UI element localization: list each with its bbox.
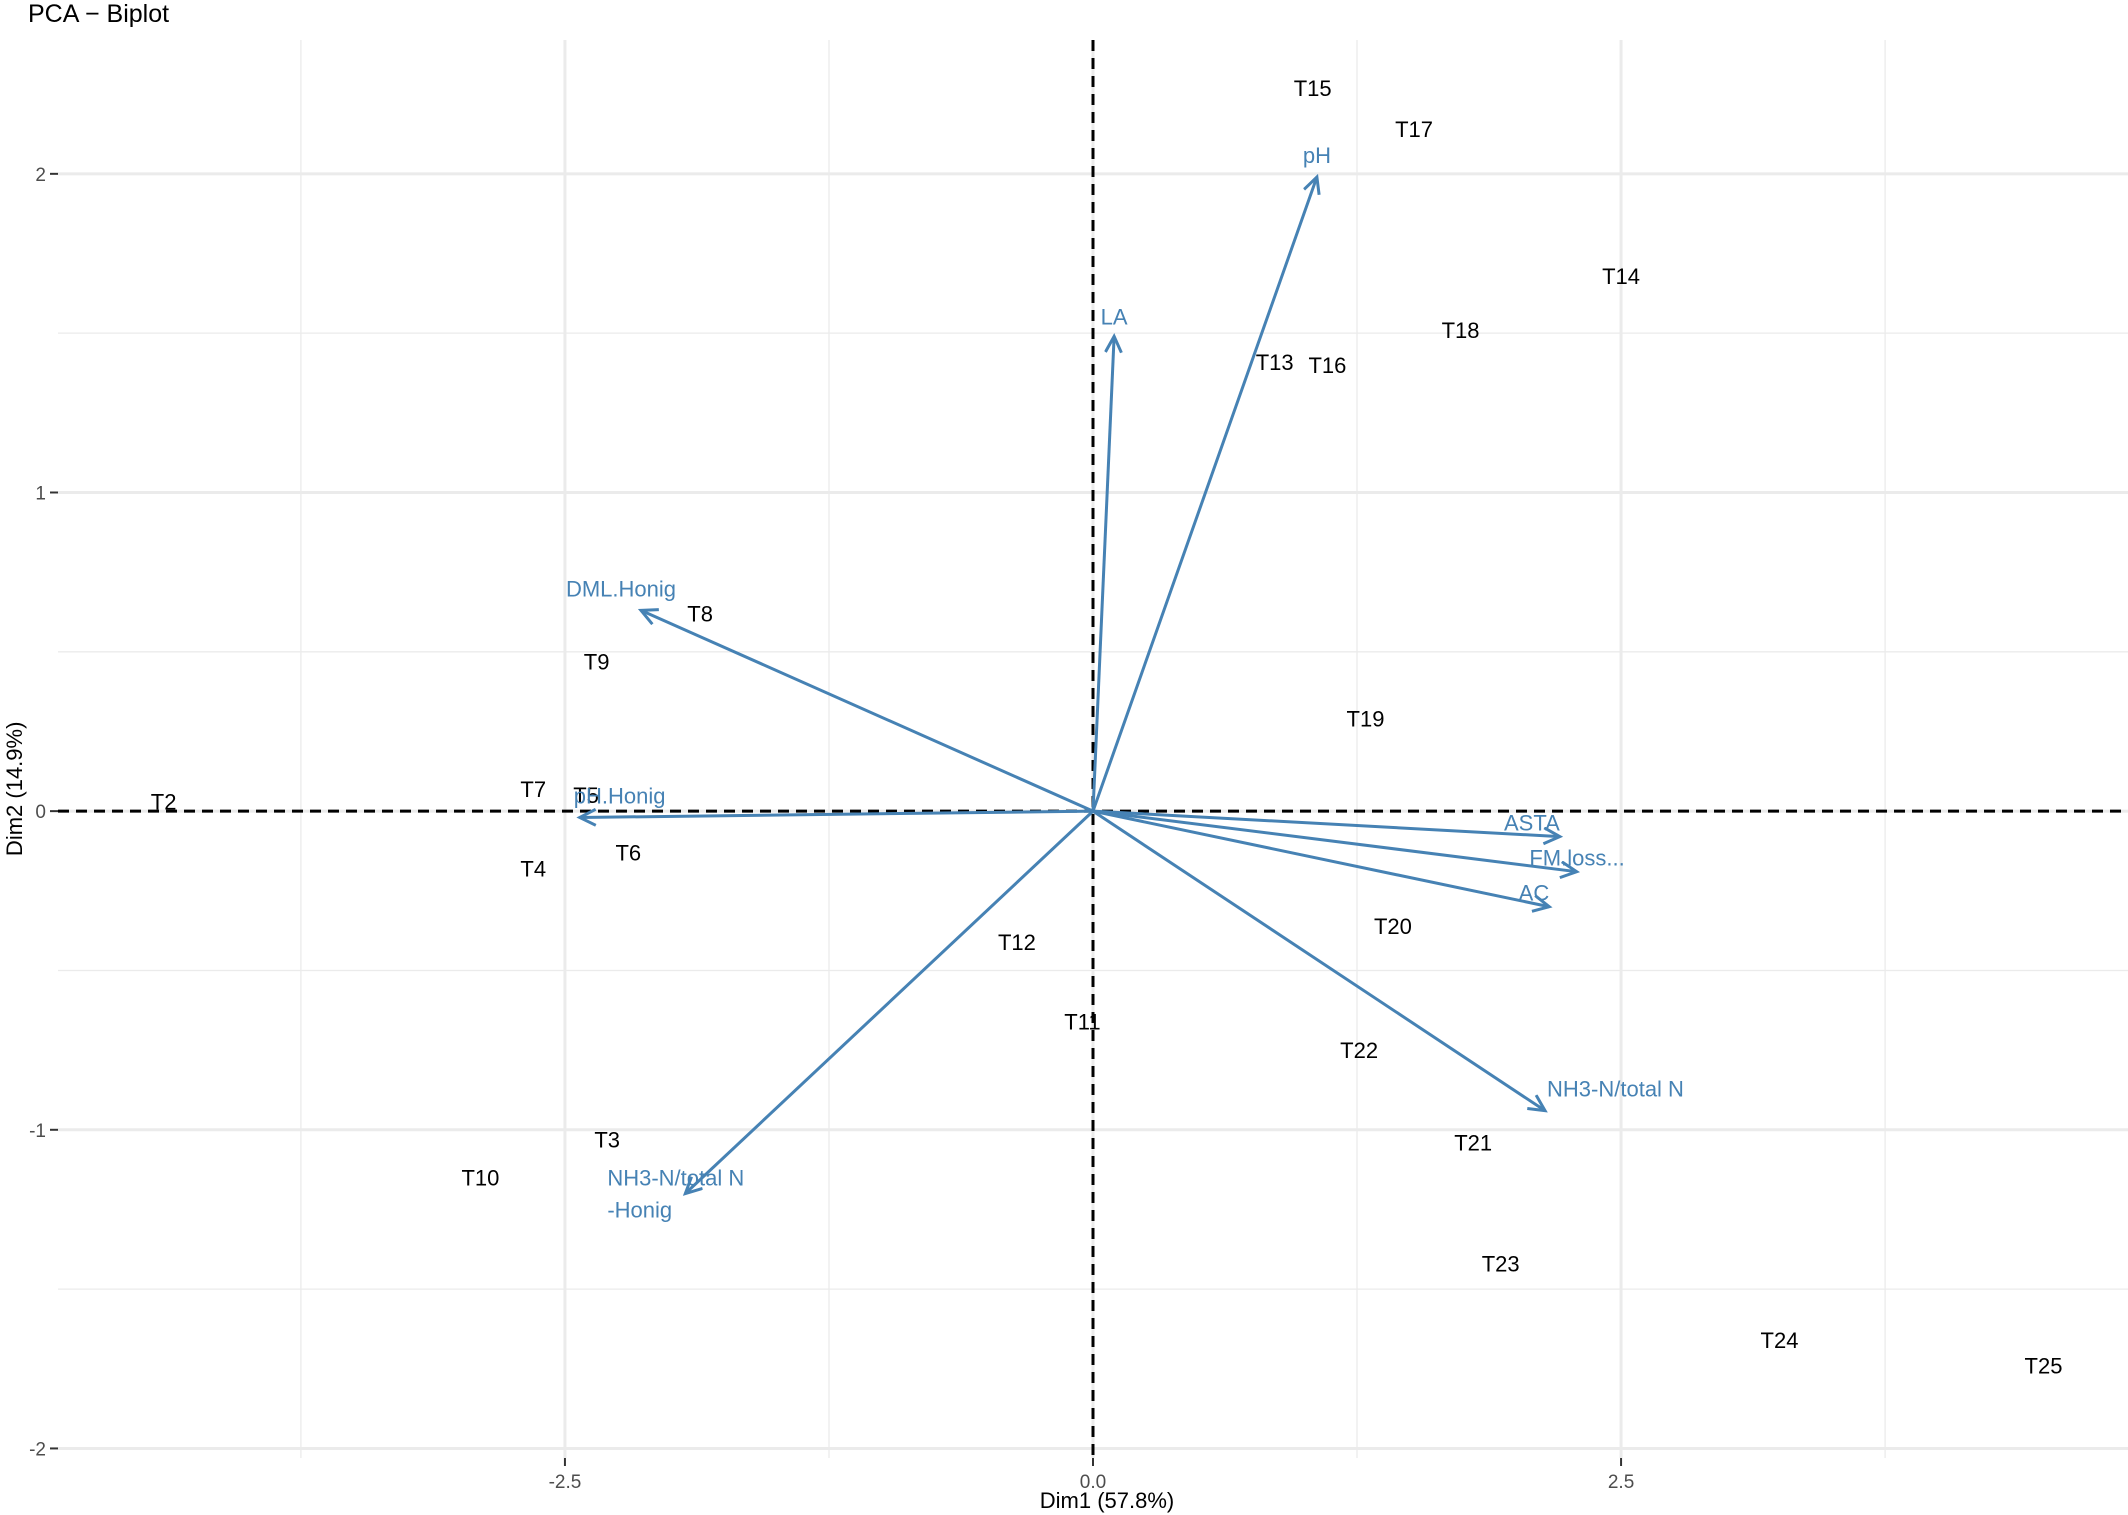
variable-arrow: [685, 810, 1095, 1193]
observation-label: T8: [687, 602, 713, 627]
variable-label: -Honig: [607, 1198, 672, 1223]
x-tick-label: 0.0: [1080, 1472, 1106, 1493]
y-tick-label: -1: [29, 1121, 46, 1142]
observation-label: T23: [1482, 1252, 1520, 1277]
observation-label: T21: [1454, 1131, 1492, 1156]
variable-label: DML.Honig: [566, 576, 676, 601]
observation-label: T16: [1308, 353, 1346, 378]
variable-label: pH.Honig: [574, 784, 666, 809]
observation-label: T22: [1340, 1038, 1378, 1063]
variable-arrow: [1092, 809, 1560, 836]
y-tick-label: 2: [35, 165, 46, 186]
variable-label: NH3-N/total N: [607, 1166, 744, 1191]
variable-arrow: [1091, 177, 1317, 812]
observation-label: T11: [1064, 1009, 1100, 1034]
y-axis-title: Dim2 (14.9%): [2, 722, 27, 856]
observation-label: T7: [520, 777, 546, 802]
variable-arrow: [1091, 336, 1114, 812]
variable-label: ASTA: [1504, 811, 1560, 836]
variable-label: AC: [1519, 881, 1550, 906]
variable-label: LA: [1101, 304, 1128, 329]
observation-label: T17: [1395, 117, 1433, 142]
observation-label: T13: [1256, 350, 1294, 375]
variable-label: pH: [1303, 143, 1331, 168]
observation-label: T25: [2025, 1354, 2063, 1379]
x-axis-title: Dim1 (57.8%): [1040, 1488, 1174, 1513]
y-tick-label: 0: [35, 802, 46, 823]
variable-label: NH3-N/total N: [1547, 1077, 1684, 1102]
variable-arrow: [1092, 809, 1549, 907]
variable-arrow: [1092, 809, 1577, 872]
observation-labels: T2 T3 T4 T5 T6 T7 T8 T9 T10 T11 T12 T13 T14 T15 T16 T17…: [151, 76, 2063, 1379]
observation-label: T12: [998, 930, 1036, 955]
variable-labels: pH LA DML.Honig pH.Honig ASTA FM.loss... AC NH3…: [566, 143, 1684, 1222]
x-tick-label: 2.5: [1608, 1472, 1634, 1493]
observation-label: T3: [594, 1127, 620, 1152]
observation-label: T20: [1374, 914, 1412, 939]
observation-label: T18: [1442, 318, 1480, 343]
observation-label: T14: [1602, 264, 1640, 289]
variable-arrow: [641, 610, 1094, 813]
x-tick-label: -2.5: [549, 1472, 582, 1493]
variable-arrow: [580, 811, 1094, 817]
observation-label: T24: [1761, 1328, 1799, 1353]
observation-label: T9: [584, 649, 610, 674]
chart-title: PCA − Biplot: [28, 0, 170, 28]
y-tick-label: -2: [29, 1439, 46, 1460]
observation-label: T19: [1347, 707, 1385, 732]
observation-label: T2: [151, 790, 177, 815]
observation-label: T5: [573, 783, 599, 808]
observation-label: T15: [1294, 76, 1332, 101]
variable-arrows: [580, 177, 1577, 1193]
observation-label: T6: [615, 841, 641, 866]
observation-label: T10: [461, 1166, 499, 1191]
observation-label: T4: [520, 856, 546, 881]
variable-label: FM.loss...: [1529, 846, 1624, 871]
axes: -2.5 0.0 2.5 -2 -1 0 1 2: [29, 165, 1634, 1493]
y-tick-label: 1: [35, 483, 46, 504]
variable-arrow: [1092, 809, 1545, 1111]
